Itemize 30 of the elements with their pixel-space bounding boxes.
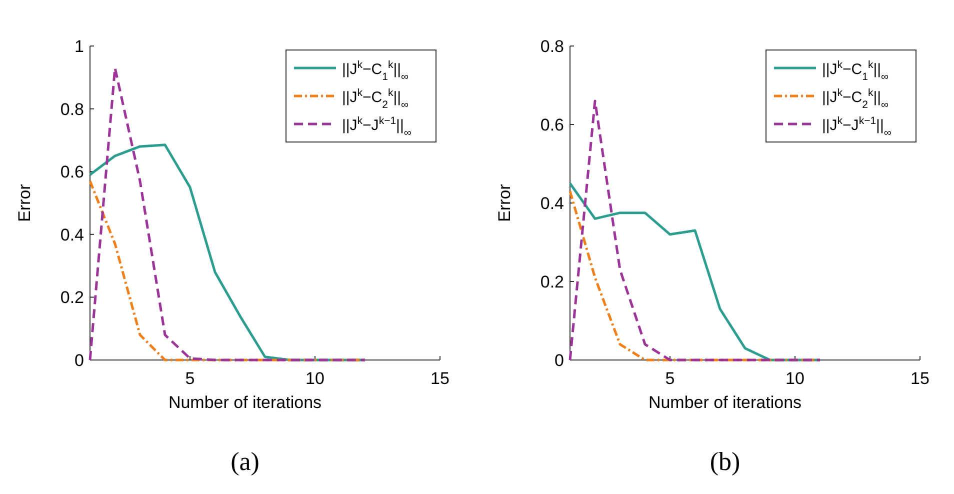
x-axis-title: Number of iterations xyxy=(648,393,802,412)
legend-label: ||J$^{k}$−C$_{2}$$^{k}$||$_{∞}$ xyxy=(822,87,890,111)
y-tick-label: 0.8 xyxy=(540,37,564,56)
x-tick-label: 15 xyxy=(910,369,930,388)
text: (a) xyxy=(230,447,260,476)
x-tick-label: 5 xyxy=(185,369,195,388)
legend-label: ||J$^{k}$−C$_{1}$$^{k}$||$_{∞}$ xyxy=(822,59,890,83)
x-tick-label: 15 xyxy=(430,369,450,388)
y-tick-label: 0 xyxy=(554,351,564,370)
legend-label: ||J$^{k}$−C$_{1}$$^{k}$||$_{∞}$ xyxy=(342,59,410,83)
legend-label: ||J$^{k}$−C$_{2}$$^{k}$||$_{∞}$ xyxy=(342,87,410,111)
y-tick-label: 0.8 xyxy=(60,100,84,119)
x-tick-label: 10 xyxy=(306,369,324,388)
y-tick-label: 0.6 xyxy=(540,116,564,134)
y-tick-label: 0.4 xyxy=(60,225,84,244)
legend-label: ||J$^{k}$−J$^{k−1}$||$_{∞}$ xyxy=(822,115,892,139)
x-tick-label: 5 xyxy=(665,369,675,388)
y-tick-label: 1 xyxy=(74,37,84,56)
y-axis-title: Error xyxy=(495,184,514,222)
text: (b) xyxy=(710,447,740,476)
y-axis-title: Error xyxy=(15,184,34,222)
x-axis-title: Number of iterations xyxy=(168,393,322,412)
y-tick-label: 0.4 xyxy=(540,194,564,213)
legend-label: ||J$^{k}$−J$^{k−1}$||$_{∞}$ xyxy=(342,115,412,139)
y-tick-label: 0.2 xyxy=(60,288,84,308)
y-tick-label: 0.6 xyxy=(60,162,84,182)
x-tick-label: 10 xyxy=(786,369,804,388)
y-tick-label: 0.2 xyxy=(540,272,564,292)
y-tick-label: 0 xyxy=(74,351,84,370)
line-series xyxy=(568,100,822,362)
